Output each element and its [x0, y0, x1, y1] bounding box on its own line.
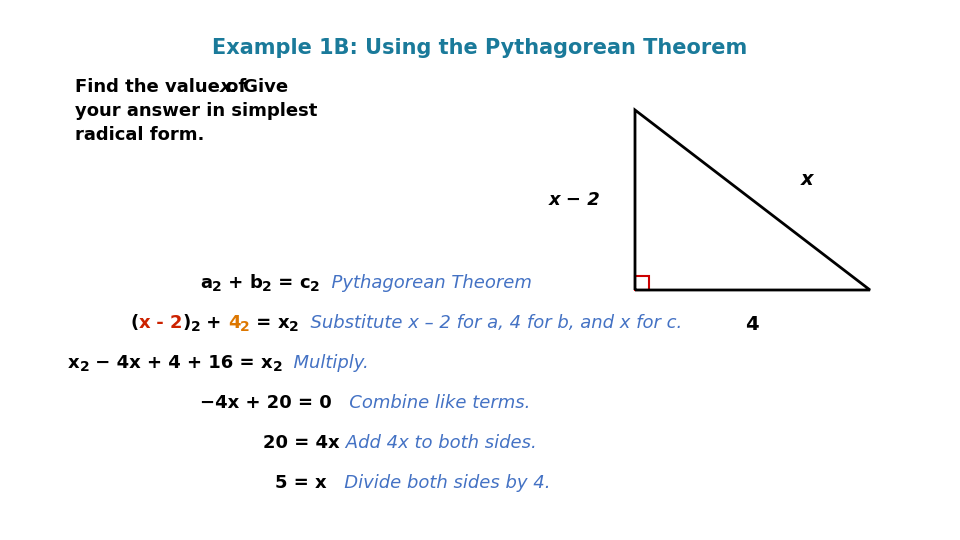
Text: Combine like terms.: Combine like terms.: [332, 394, 530, 412]
Text: Pythagorean Theorem: Pythagorean Theorem: [320, 274, 532, 292]
Text: 2: 2: [170, 314, 182, 332]
Text: 2: 2: [240, 320, 251, 334]
Text: radical form.: radical form.: [75, 126, 204, 144]
Text: -: -: [150, 314, 170, 332]
Text: ): ): [182, 314, 191, 332]
Text: a: a: [200, 274, 212, 292]
Text: +: +: [222, 274, 250, 292]
Text: − 4x + 4 + 16 =: − 4x + 4 + 16 =: [89, 354, 261, 372]
Text: 2: 2: [262, 280, 272, 294]
Text: x: x: [261, 354, 273, 372]
Text: +: +: [201, 314, 228, 332]
Text: c: c: [300, 274, 310, 292]
Text: 2: 2: [289, 320, 299, 334]
Text: 5 = x: 5 = x: [275, 474, 326, 492]
Text: Multiply.: Multiply.: [282, 354, 370, 372]
Text: 20 = 4x: 20 = 4x: [263, 434, 340, 452]
Text: x: x: [277, 314, 289, 332]
Text: b: b: [250, 274, 262, 292]
Text: 4: 4: [228, 314, 240, 332]
Text: x: x: [68, 354, 80, 372]
Text: −4x + 20 = 0: −4x + 20 = 0: [200, 394, 332, 412]
Text: x: x: [138, 314, 150, 332]
Text: x − 2: x − 2: [549, 191, 601, 209]
Text: Add 4x to both sides.: Add 4x to both sides.: [340, 434, 537, 452]
Text: 2: 2: [212, 280, 222, 294]
Text: Divide both sides by 4.: Divide both sides by 4.: [326, 474, 550, 492]
Text: your answer in simplest: your answer in simplest: [75, 102, 318, 120]
Text: x: x: [220, 78, 231, 96]
Text: 2: 2: [273, 360, 282, 374]
Text: Example 1B: Using the Pythagorean Theorem: Example 1B: Using the Pythagorean Theore…: [212, 38, 748, 58]
Text: 2: 2: [191, 320, 201, 334]
Text: 4: 4: [745, 315, 758, 334]
Text: =: =: [251, 314, 277, 332]
Text: Find the value of: Find the value of: [75, 78, 252, 96]
Text: (: (: [130, 314, 138, 332]
Text: Substitute x – 2 for a, 4 for b, and x for c.: Substitute x – 2 for a, 4 for b, and x f…: [299, 314, 683, 332]
Text: x: x: [801, 171, 813, 190]
Text: 2: 2: [80, 360, 89, 374]
Text: . Give: . Give: [230, 78, 288, 96]
Bar: [635, 276, 649, 290]
Text: =: =: [272, 274, 300, 292]
Text: 2: 2: [310, 280, 320, 294]
